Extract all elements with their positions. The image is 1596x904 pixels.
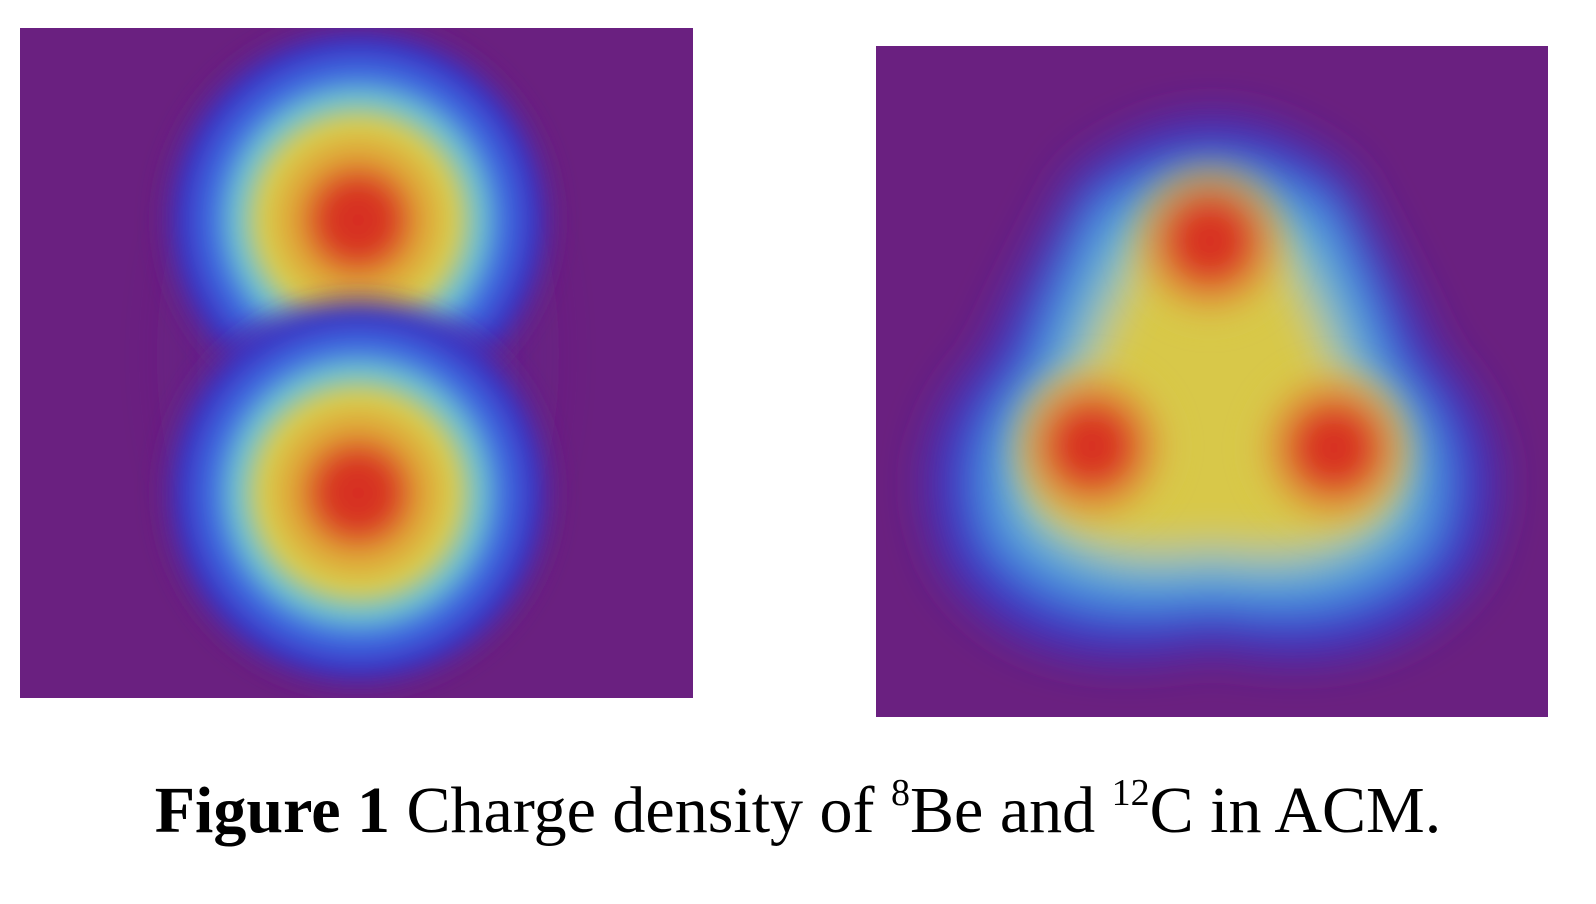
be-symbol: Be — [910, 774, 984, 847]
c12-alpha-core-right — [1242, 356, 1426, 540]
c12-alpha-core-left — [1000, 354, 1184, 538]
charge-density-be8-panel — [20, 28, 693, 698]
be-mass-number: 8 — [891, 772, 911, 814]
be8-alpha-lobe-bottom — [148, 283, 568, 698]
caption-text-middle: and — [983, 774, 1112, 847]
charge-density-c12-plot — [876, 46, 1548, 717]
caption-text-before: Charge density of — [390, 774, 892, 847]
c12-alpha-core-top — [1118, 149, 1302, 333]
figure-caption: Figure 1 Charge density of 8Be and 12C i… — [0, 774, 1596, 844]
c-mass-number: 12 — [1111, 772, 1150, 814]
caption-text-end: C in ACM. — [1149, 774, 1442, 847]
figure-label: Figure 1 — [154, 774, 390, 847]
c12-alpha-cores — [1000, 149, 1426, 540]
charge-density-c12-panel — [876, 46, 1548, 717]
charge-density-be8-plot — [20, 28, 693, 698]
